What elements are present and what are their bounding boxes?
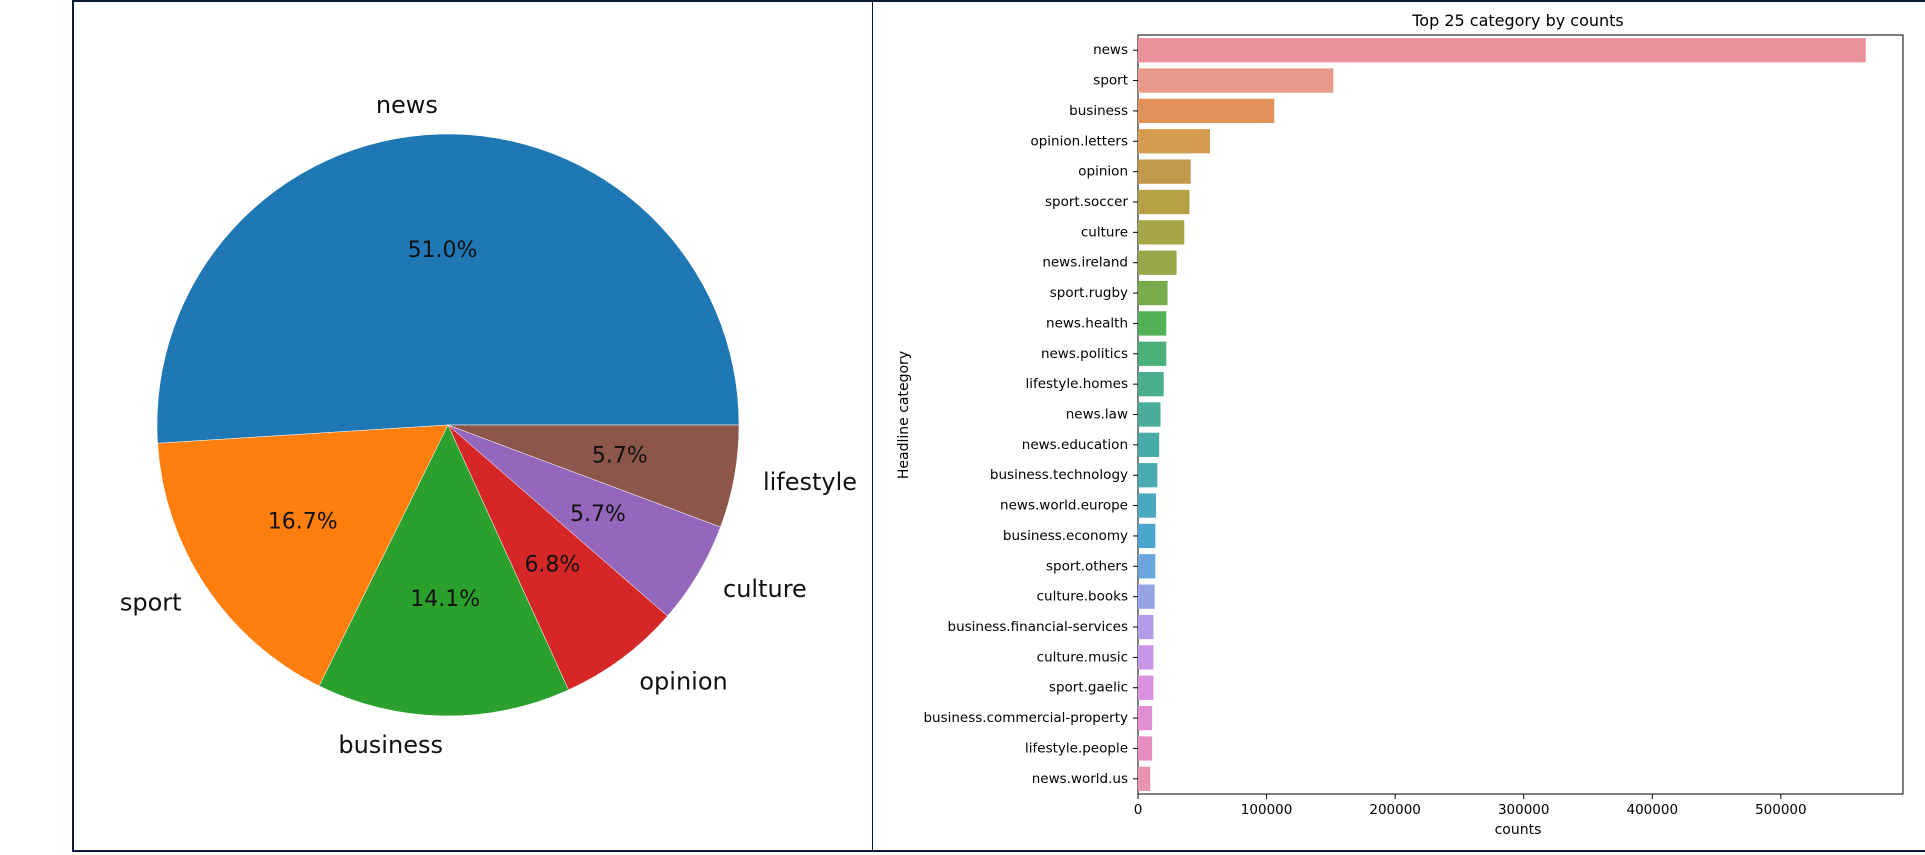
bar-chart: Top 25 category by counts counts Headlin… (896, 11, 1904, 838)
bar-chart-ylabel: Headline category (896, 351, 912, 479)
y-tick-label-sport: sport (1093, 73, 1128, 89)
bar-news.ireland (1138, 250, 1177, 275)
bar-business.economy (1138, 523, 1156, 549)
y-tick-label-sport.soccer: sport.soccer (1045, 194, 1128, 210)
y-tick-label-news.law: news.law (1066, 407, 1128, 423)
y-tick-label-news.world.europe: news.world.europe (1000, 498, 1128, 514)
pie-label-culture: culture (723, 575, 807, 603)
bar-news.law (1138, 402, 1161, 427)
bar-sport.gaelic (1138, 675, 1154, 700)
pie-pct-label-lifestyle: 5.7% (592, 444, 648, 469)
y-tick-label-culture.music: culture.music (1037, 649, 1128, 665)
y-tick-label-news: news (1093, 42, 1128, 58)
bar-culture.music (1138, 645, 1154, 670)
pie-label-lifestyle: lifestyle (763, 468, 857, 496)
pie-slice-business (318, 424, 569, 717)
bar-sport.soccer (1138, 189, 1190, 215)
bar-news.world.europe (1138, 493, 1156, 518)
y-tick-label-sport.rugby: sport.rugby (1050, 285, 1128, 301)
bar-news.health (1138, 311, 1167, 336)
bar-axes-frame (1137, 34, 1904, 795)
bar-business (1138, 98, 1275, 124)
pie-slice-news (156, 133, 740, 444)
y-tick-label-lifestyle.people: lifestyle.people (1025, 740, 1128, 756)
pie-pct-label-culture: 5.7% (570, 502, 626, 527)
pie-slice-sport (157, 424, 449, 687)
bar-news.education (1138, 432, 1160, 458)
y-tick-label-news.ireland: news.ireland (1042, 255, 1128, 271)
pie-label-opinion: opinion (639, 668, 727, 696)
y-tick-label-business.financial-services: business.financial-services (948, 619, 1128, 635)
y-tick-label-business.economy: business.economy (1003, 528, 1128, 544)
y-tick-label-business.commercial-property: business.commercial-property (923, 710, 1128, 726)
bar-chart-xlabel: counts (1495, 822, 1542, 838)
pie-pct-label-business: 14.1% (410, 587, 480, 612)
bar-culture.books (1138, 584, 1155, 609)
y-tick-label-opinion: opinion (1078, 164, 1128, 180)
pie-label-business: business (338, 731, 443, 759)
bar-culture (1138, 220, 1185, 245)
bar-chart-title: Top 25 category by counts (1411, 11, 1624, 30)
x-tick-label: 100000 (1241, 802, 1293, 818)
pie-chart: 51.0% news 16.7% sport 14.1% business 6.8% opin… (120, 91, 857, 759)
bar-opinion.letters (1138, 129, 1210, 154)
bar-business.financial-services (1138, 614, 1154, 640)
y-tick-label-opinion.letters: opinion.letters (1030, 133, 1128, 149)
x-tick-label: 200000 (1369, 802, 1421, 818)
pie-label-sport: sport (120, 588, 182, 616)
y-tick-label-news.education: news.education (1022, 437, 1128, 453)
y-tick-label-culture: culture (1081, 224, 1128, 240)
y-tick-label-business: business (1069, 103, 1128, 119)
y-tick-label-sport.gaelic: sport.gaelic (1049, 680, 1128, 696)
x-tick-label: 300000 (1498, 802, 1550, 818)
bar-business.technology (1138, 463, 1158, 488)
bar-panel: Top 25 category by counts counts Headlin… (873, 0, 1925, 852)
bar-news.world.us (1138, 766, 1151, 791)
bar-business.commercial-property (1138, 705, 1153, 731)
y-tick-label-news.health: news.health (1046, 315, 1128, 331)
bar-sport.rugby (1138, 280, 1168, 306)
x-tick-label: 500000 (1755, 802, 1807, 818)
y-tick-label-news.world.us: news.world.us (1032, 771, 1128, 787)
bar-lifestyle.homes (1138, 371, 1164, 397)
y-tick-label-sport.others: sport.others (1046, 558, 1128, 574)
pie-label-news: news (376, 91, 438, 119)
pie-slice-opinion (447, 424, 668, 691)
pie-pct-label-news: 51.0% (408, 238, 478, 263)
pie-panel: 51.0% news 16.7% sport 14.1% business 6.8% opin… (72, 0, 874, 852)
x-tick-label: 400000 (1627, 802, 1679, 818)
bar-lifestyle.people (1138, 736, 1153, 761)
x-tick-label: 0 (1134, 802, 1143, 818)
bar-opinion (1138, 159, 1191, 184)
y-tick-label-culture.books: culture.books (1037, 589, 1128, 605)
y-tick-label-business.technology: business.technology (990, 467, 1128, 483)
bar-news.politics (1138, 341, 1167, 366)
bar-news (1138, 38, 1866, 63)
bar-sport (1138, 68, 1334, 93)
y-tick-label-news.politics: news.politics (1041, 346, 1128, 362)
pie-slice-lifestyle (447, 424, 740, 528)
pie-pct-label-sport: 16.7% (268, 509, 338, 534)
y-tick-label-lifestyle.homes: lifestyle.homes (1025, 376, 1128, 392)
bar-sport.others (1138, 554, 1156, 579)
pie-pct-label-opinion: 6.8% (524, 552, 580, 577)
